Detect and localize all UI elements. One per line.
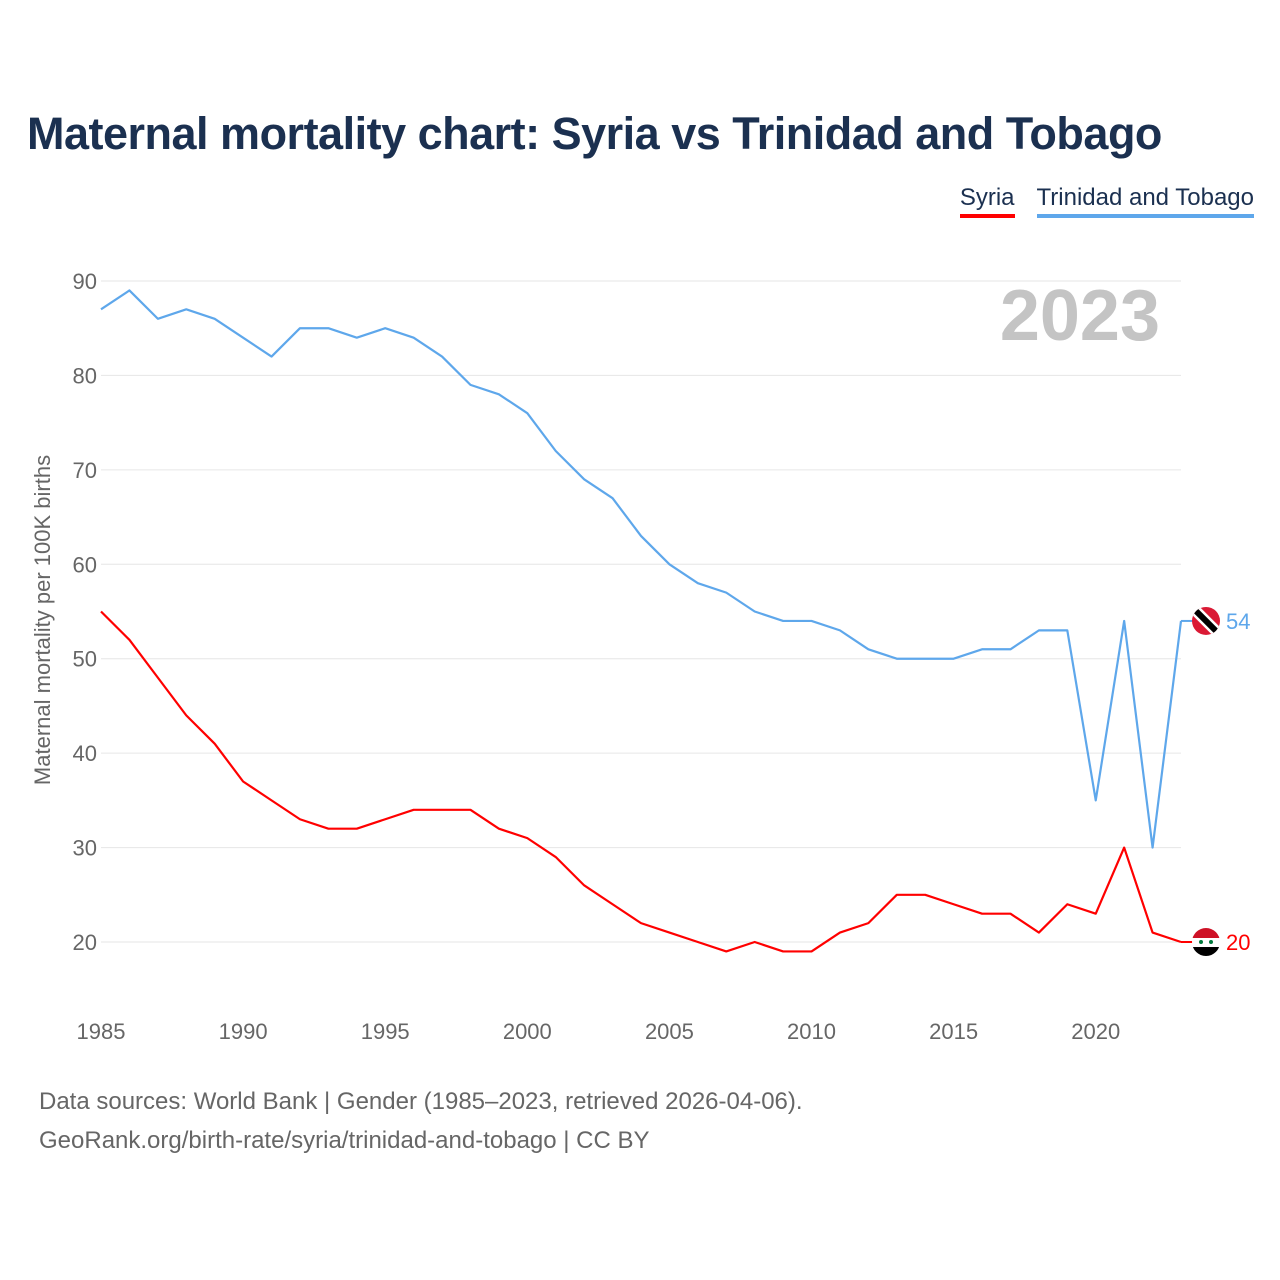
trinidad-flag-icon: [1192, 606, 1220, 635]
y-tick-label: 80: [73, 363, 97, 388]
series-line-trinidad: [100, 289, 1183, 849]
y-tick-label: 20: [73, 930, 97, 955]
x-tick-label: 1995: [361, 1019, 410, 1044]
series-line-syria: [100, 610, 1182, 953]
y-axis-label: Maternal mortality per 100K births: [30, 455, 55, 785]
x-tick-label: 1985: [77, 1019, 126, 1044]
y-tick-label: 70: [73, 458, 97, 483]
x-tick-label: 1990: [219, 1019, 268, 1044]
legend-trinidad[interactable]: Trinidad and Tobago: [1036, 184, 1254, 218]
syria-flag-icon: [1192, 928, 1220, 957]
x-tick-label: 2015: [929, 1019, 978, 1044]
y-tick-label: 50: [73, 647, 97, 672]
x-tick-label: 2010: [787, 1019, 836, 1044]
year-watermark: 2023: [1000, 276, 1160, 356]
y-tick-label: 40: [73, 741, 97, 766]
legend: Syria Trinidad and Tobago: [959, 184, 1254, 218]
footer-link[interactable]: GeoRank.org/birth-rate/syria/trinidad-an…: [39, 1127, 650, 1154]
end-value-label: 20: [1226, 930, 1250, 955]
x-tick-label: 2005: [645, 1019, 694, 1044]
y-tick-label: 60: [73, 552, 97, 577]
end-value-label: 54: [1226, 609, 1250, 634]
footer-sources: Data sources: World Bank | Gender (1985–…: [39, 1088, 803, 1115]
x-tick-label: 2020: [1071, 1019, 1120, 1044]
chart-title: Maternal mortality chart: Syria vs Trini…: [27, 108, 1162, 159]
legend-syria[interactable]: Syria: [959, 184, 1015, 218]
y-tick-label: 90: [73, 269, 97, 294]
y-tick-label: 30: [73, 836, 97, 861]
x-tick-label: 2000: [503, 1019, 552, 1044]
